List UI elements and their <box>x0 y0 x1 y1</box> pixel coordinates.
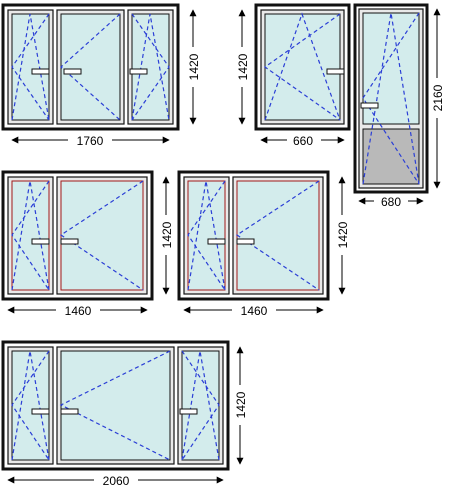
handle <box>326 68 345 75</box>
tilt-line-left <box>187 180 226 291</box>
dim-height-label: 1420 <box>187 53 201 80</box>
dim-height-label: 2160 <box>431 84 445 111</box>
window-660x1420[interactable]: 660 1420 <box>234 3 351 148</box>
glass-left <box>11 13 50 121</box>
handle-right <box>60 238 79 245</box>
dim-width-label: 660 <box>293 134 313 148</box>
glass-right <box>181 350 220 461</box>
handle-right <box>236 238 255 245</box>
dim-label-bg <box>234 47 250 87</box>
turn-line-middle <box>60 13 121 121</box>
handle <box>360 102 379 109</box>
tilt-line <box>264 12 341 121</box>
dim-width-label: 680 <box>381 195 401 209</box>
handle-left <box>31 238 50 245</box>
handle-middle <box>63 68 82 75</box>
glass-right <box>60 180 144 291</box>
glass-right <box>131 13 170 121</box>
dim-height-label: 1420 <box>336 221 350 248</box>
turn-line-right <box>131 13 170 121</box>
handle-right <box>179 408 198 415</box>
turn-line-left <box>187 180 226 291</box>
turn-line-left <box>11 350 50 461</box>
glass-left <box>11 350 50 461</box>
tilt-line <box>362 12 420 185</box>
dim-label-bg <box>56 302 100 318</box>
turn-line-right <box>181 350 220 461</box>
tilt-line-right <box>131 13 170 121</box>
handle-left <box>31 408 50 415</box>
dim-width-label: 1460 <box>241 304 268 318</box>
dim-height-label: 1420 <box>234 391 248 418</box>
dim-width-label: 2060 <box>103 474 130 486</box>
dim-height-label: 1420 <box>160 221 174 248</box>
dim-label-bg <box>287 132 321 148</box>
dim-label-bg <box>94 472 138 486</box>
glass-middle <box>60 350 171 461</box>
dim-label-bg <box>158 215 174 255</box>
handle-right <box>129 68 148 75</box>
glass-left <box>187 180 226 291</box>
dim-label-bg <box>334 215 350 255</box>
turn-line <box>362 12 420 185</box>
dim-label-bg <box>429 78 445 118</box>
door-680x2160[interactable]: 680 2160 <box>353 3 445 210</box>
tilt-line-left <box>11 350 50 461</box>
window-1460x1420-b[interactable]: 1460 1420 <box>177 170 350 318</box>
window-1760x1420[interactable]: 1760 1420 <box>1 3 201 148</box>
window-2060x1420[interactable]: 2060 1420 <box>1 340 248 486</box>
window-1460x1420-a[interactable]: 1460 1420 <box>1 170 174 318</box>
turn-line-right <box>59 180 144 291</box>
dim-width-label: 1460 <box>65 304 92 318</box>
glass-middle <box>60 13 121 121</box>
dim-width-label: 1760 <box>77 134 104 148</box>
lower-panel <box>362 128 420 185</box>
turn-line-left <box>11 13 50 121</box>
dim-label-bg <box>68 132 112 148</box>
tilt-line-left <box>11 13 50 121</box>
dim-label-bg <box>232 302 276 318</box>
dim-label-bg <box>374 194 408 210</box>
glass-left <box>11 180 50 291</box>
handle-left <box>31 68 50 75</box>
glass <box>264 13 341 121</box>
turn-line-middle <box>59 350 171 461</box>
turn-line-right <box>235 180 320 291</box>
dim-label-bg <box>232 385 248 425</box>
turn-line <box>263 13 341 121</box>
tilt-line-right <box>181 350 220 461</box>
dim-label-bg <box>185 47 201 87</box>
tilt-line-left <box>11 180 50 291</box>
handle-left <box>207 238 226 245</box>
dim-height-label: 1420 <box>236 53 250 80</box>
handle-middle <box>60 408 79 415</box>
turn-line-left <box>11 180 50 291</box>
glass-right <box>236 180 320 291</box>
